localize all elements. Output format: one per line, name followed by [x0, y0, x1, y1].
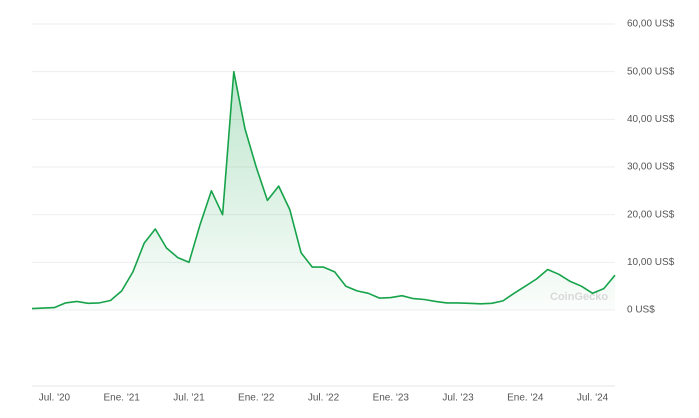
y-tick-label: 0 US$ [627, 305, 655, 316]
price-line [31, 70, 616, 310]
y-tick-label: 20,00 US$ [627, 209, 675, 220]
area [32, 71, 615, 310]
x-tick-label: Jul. '23 [442, 393, 474, 404]
x-tick-label: Jul. '21 [173, 393, 205, 404]
x-tick-label: Ene. '22 [238, 393, 275, 404]
y-tick-label: 60,00 US$ [627, 19, 675, 30]
x-tick-label: Ene. '21 [103, 393, 140, 404]
y-tick-label: 10,00 US$ [627, 257, 675, 268]
x-tick-label: Ene. '23 [373, 393, 410, 404]
x-tick-label: Jul. '24 [577, 393, 609, 404]
y-tick-label: 40,00 US$ [627, 114, 675, 125]
x-tick-label: Jul. '20 [39, 393, 71, 404]
x-tick-label: Ene. '24 [507, 393, 544, 404]
x-tick-label: Jul. '22 [308, 393, 340, 404]
watermark: CoinGecko [550, 291, 608, 303]
y-tick-label: 50,00 US$ [627, 66, 675, 77]
y-tick-label: 30,00 US$ [627, 162, 675, 173]
